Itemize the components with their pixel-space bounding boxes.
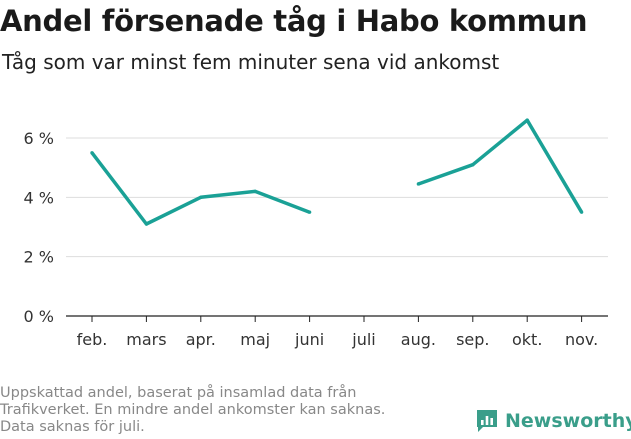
x-tick-label: maj: [240, 330, 270, 349]
brand-name: Newsworthy: [505, 410, 631, 432]
y-tick-label: 4 %: [24, 188, 54, 207]
series-line: [90, 151, 311, 226]
data-point: [144, 222, 149, 226]
x-tick-label: juni: [294, 330, 324, 349]
x-tick-label: aug.: [401, 330, 436, 349]
x-tick-label: juli: [351, 330, 375, 349]
footnote-line: Trafikverket. En mindre andel ankomster …: [0, 402, 386, 418]
y-tick-label: 2 %: [24, 248, 54, 267]
x-tick-label: apr.: [186, 330, 216, 349]
footnote: Uppskattad andel, baserat på insamlad da…: [0, 385, 440, 436]
chart-subtitle: Tåg som var minst fem minuter sena vid a…: [2, 50, 500, 74]
data-point: [579, 210, 584, 214]
x-tick-label: feb.: [77, 330, 108, 349]
footnote-line: Data saknas för juli.: [0, 419, 145, 435]
x-tick-label: mars: [126, 330, 166, 349]
data-point: [525, 118, 529, 122]
newsworthy-logo-icon: [477, 410, 497, 432]
data-point: [90, 151, 94, 155]
line-chart: 0 % 2 % 4 % 6 % feb. mars apr. maj juni juli aug.…: [24, 118, 608, 349]
data-point: [416, 182, 421, 186]
chart-title: Andel försenade tåg i Habo kommun: [0, 4, 588, 38]
footnote-line: Uppskattad andel, baserat på insamlad da…: [0, 385, 357, 401]
grid-lines: [66, 137, 608, 317]
data-point: [471, 163, 475, 167]
x-tick-label: okt.: [512, 330, 542, 349]
x-tick-label: nov.: [565, 330, 598, 349]
data-point: [199, 195, 203, 200]
x-axis-ticks: feb. mars apr. maj juni juli aug. sep. okt. nov.: [77, 316, 598, 349]
series-layer: [90, 118, 584, 226]
x-tick-label: sep.: [456, 330, 489, 349]
y-axis-ticks: 0 % 2 % 4 % 6 %: [24, 129, 54, 326]
y-tick-label: 6 %: [24, 129, 54, 148]
y-tick-label: 0 %: [24, 307, 54, 326]
data-point: [307, 210, 312, 214]
brand-logo: Newsworthy: [475, 408, 631, 434]
series-line: [417, 118, 584, 214]
data-point: [253, 189, 257, 194]
